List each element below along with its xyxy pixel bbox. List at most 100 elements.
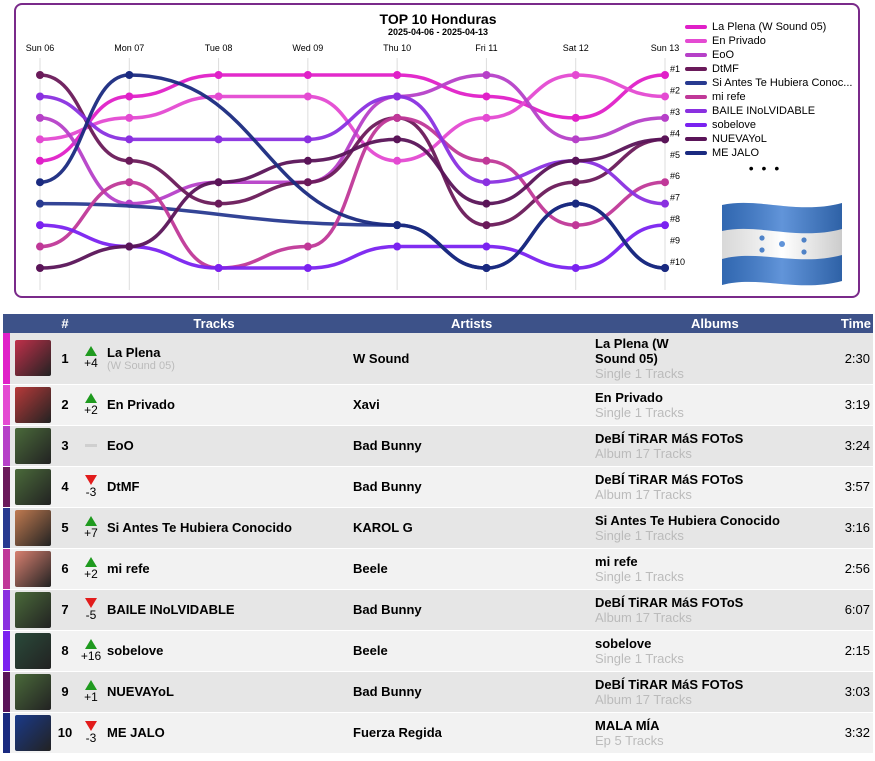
legend-swatch [685, 25, 707, 29]
album-name[interactable]: DeBÍ TiRAR MáS FOToS [595, 594, 744, 610]
track-title[interactable]: sobelove [107, 643, 164, 658]
x-tick-label: Tue 08 [205, 43, 233, 53]
artist-name[interactable]: Beele [353, 548, 596, 590]
table-row[interactable]: 1 +4 La Plena (W Sound 05) W Sound La Plena (… [3, 333, 874, 385]
artist-name[interactable]: Bad Bunny [353, 589, 596, 631]
album-cover[interactable] [15, 550, 51, 587]
track-title[interactable]: BAILE INoLVIDABLE [107, 602, 235, 617]
track-title[interactable]: DtMF [107, 479, 140, 494]
legend-item[interactable]: mi refe [685, 90, 863, 104]
legend-item[interactable]: ME JALO [685, 146, 863, 160]
legend-label: DtMF [712, 63, 739, 75]
rank-change: -3 [85, 730, 97, 745]
albums-header[interactable]: Albums [595, 314, 806, 333]
album-name[interactable]: MALA MÍA [595, 717, 660, 733]
series-point [36, 221, 44, 230]
table-row[interactable]: 2 +2 En Privado Xavi En Privado Single 1 Trac… [3, 384, 874, 426]
legend-item[interactable]: sobelove [685, 118, 863, 132]
rank-number: 10 [55, 712, 75, 754]
album-cover[interactable] [15, 509, 51, 546]
album-cover[interactable] [15, 340, 51, 377]
album-cover[interactable] [15, 591, 51, 628]
album-name[interactable]: DeBÍ TiRAR MáS FOToS [595, 676, 744, 692]
track-title[interactable]: En Privado [107, 397, 175, 412]
artist-name[interactable]: Fuerza Regida [353, 712, 596, 754]
table-row[interactable]: 5 +7 Si Antes Te Hubiera Conocido KAROL G Si… [3, 507, 874, 549]
album-name[interactable]: Si Antes Te Hubiera Conocido [595, 512, 780, 528]
album-name[interactable]: DeBÍ TiRAR MáS FOToS [595, 430, 744, 446]
album-name[interactable]: DeBÍ TiRAR MáS FOToS [595, 471, 744, 487]
artist-name[interactable]: Bad Bunny [353, 425, 596, 467]
track-title[interactable]: Si Antes Te Hubiera Conocido [107, 520, 292, 535]
track-title[interactable]: ME JALO [107, 725, 165, 740]
series-point [482, 199, 491, 208]
legend-more[interactable]: • • • [748, 160, 782, 176]
legend-swatch [685, 95, 707, 99]
series-point [125, 92, 134, 101]
album-cover[interactable] [15, 386, 51, 423]
table-row[interactable]: 10 -3 ME JALO Fuerza Regida MALA MÍA Ep 5 Tra… [3, 712, 874, 754]
series-point [125, 71, 134, 79]
series-point [661, 199, 669, 208]
legend-item[interactable]: BAILE INoLVIDABLE [685, 104, 863, 118]
artist-name[interactable]: Bad Bunny [353, 466, 596, 508]
track-title[interactable]: EoO [107, 438, 134, 453]
table-row[interactable]: 6 +2 mi refe Beele mi refe Single 1 Tracks 2:5… [3, 548, 874, 590]
legend-item[interactable]: Si Antes Te Hubiera Conoc... [685, 76, 863, 90]
album-cover[interactable] [15, 673, 51, 710]
table-row[interactable]: 8 +16 sobelove Beele sobelove Single 1 Tracks… [3, 630, 874, 672]
legend-item[interactable]: NUEVAYoL [685, 132, 863, 146]
row-color-stripe [3, 548, 10, 590]
series-point [482, 221, 491, 230]
album-name[interactable]: La Plena (W Sound 05) [595, 335, 669, 366]
legend-item[interactable]: En Privado [685, 34, 863, 48]
table-row[interactable]: 9 +1 NUEVAYoL Bad Bunny DeBÍ TiRAR MáS FOToS… [3, 671, 874, 713]
legend-item[interactable]: DtMF [685, 62, 863, 76]
album-cover[interactable] [15, 468, 51, 505]
track-subtitle: (W Sound 05) [107, 359, 175, 372]
track-title[interactable]: La Plena [107, 344, 161, 360]
legend-label: Si Antes Te Hubiera Conoc... [712, 77, 853, 89]
album-name[interactable]: En Privado [595, 389, 663, 405]
table-row[interactable]: 4 -3 DtMF Bad Bunny DeBÍ TiRAR MáS FOToS Albu… [3, 466, 874, 508]
artists-header[interactable]: Artists [353, 314, 596, 333]
tracks-header[interactable]: Tracks [75, 314, 354, 333]
legend-item[interactable]: La Plena (W Sound 05) [685, 20, 863, 34]
album-name[interactable]: mi refe [595, 553, 638, 569]
table-row[interactable]: 7 -5 BAILE INoLVIDABLE Bad Bunny DeBÍ TiRAR … [3, 589, 874, 631]
y-tick-label: #6 [670, 171, 680, 181]
tracks-table: # Tracks Artists Albums Time 1 +4 La Plena… [3, 314, 874, 754]
rank-change: +16 [80, 648, 102, 663]
legend-swatch [685, 39, 707, 43]
album-name[interactable]: sobelove [595, 635, 652, 651]
table-row[interactable]: 3 EoO Bad Bunny DeBÍ TiRAR MáS FOToS Album 1… [3, 425, 874, 467]
row-color-stripe [3, 507, 10, 549]
series-point [125, 135, 134, 144]
series-point [214, 135, 223, 144]
series-point [214, 178, 223, 187]
artist-name[interactable]: W Sound [353, 333, 596, 385]
row-color-stripe [3, 333, 10, 385]
album-cover[interactable] [15, 714, 51, 751]
series-point [482, 92, 491, 101]
rank-same-icon [85, 444, 97, 447]
album-cover[interactable] [15, 632, 51, 669]
y-tick-label: #2 [670, 85, 680, 95]
series-point [661, 135, 669, 144]
track-title[interactable]: NUEVAYoL [107, 684, 174, 699]
track-time: 2:56 [805, 548, 874, 590]
row-color-stripe [3, 425, 10, 467]
track-title[interactable]: mi refe [107, 561, 150, 576]
legend-item[interactable]: EoO [685, 48, 863, 62]
time-header[interactable]: Time [805, 314, 874, 333]
album-cover[interactable] [15, 427, 51, 464]
series-point [393, 156, 402, 165]
artist-name[interactable]: Xavi [353, 384, 596, 426]
row-color-stripe [3, 671, 10, 713]
artist-name[interactable]: Bad Bunny [353, 671, 596, 713]
artist-name[interactable]: KAROL G [353, 507, 596, 549]
series-point [571, 178, 580, 187]
artist-name[interactable]: Beele [353, 630, 596, 672]
track-time: 3:16 [805, 507, 874, 549]
